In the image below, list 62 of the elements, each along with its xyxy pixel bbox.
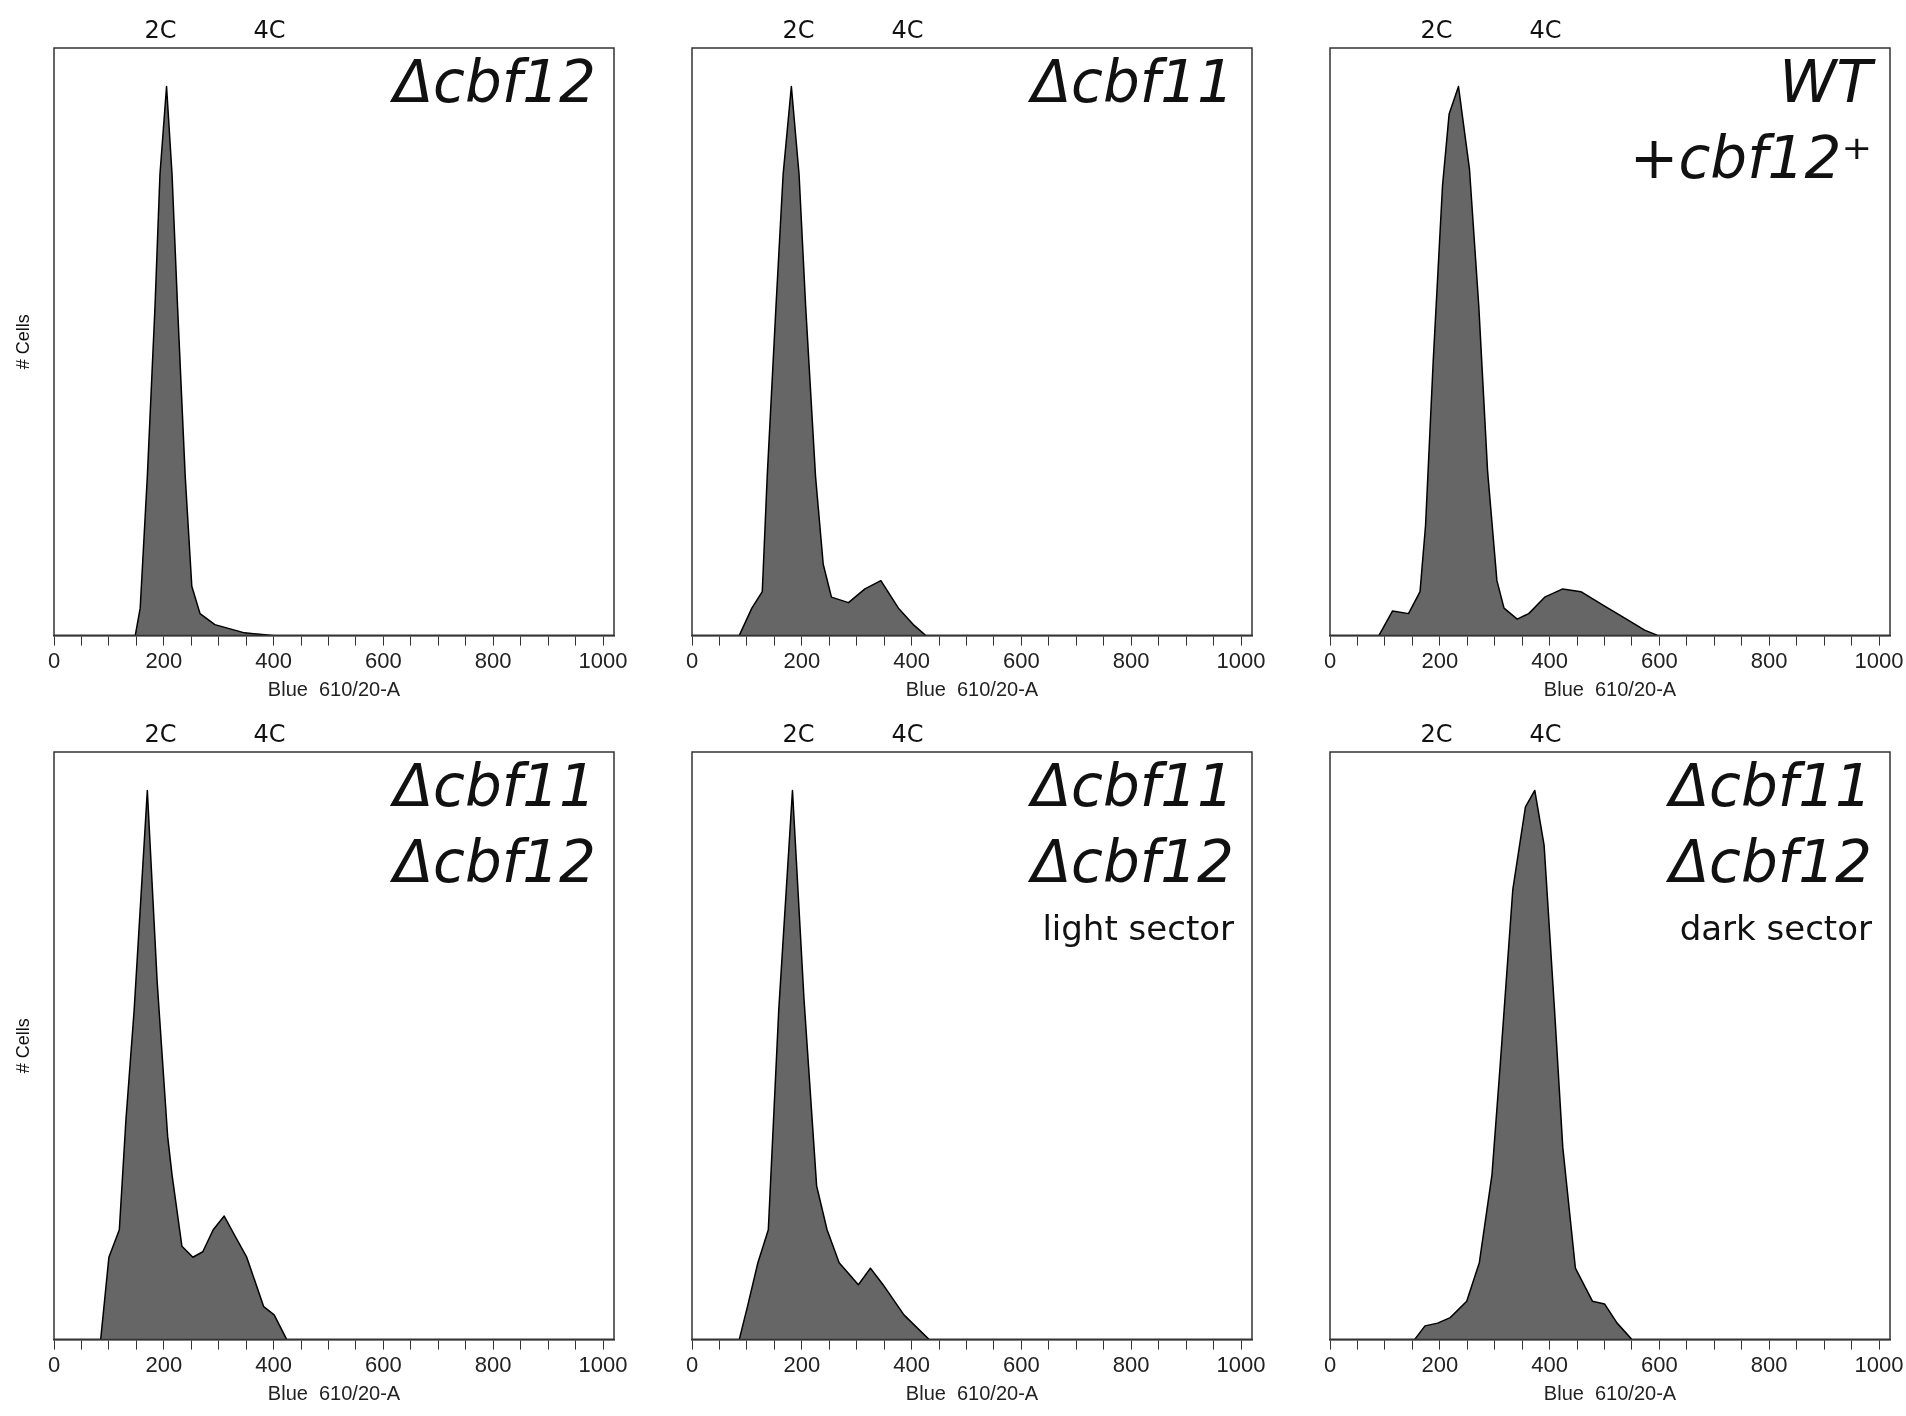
text: 4C <box>891 720 924 749</box>
x-tick-label: 600 <box>1003 647 1040 673</box>
x-tick-label: 1000 <box>1854 1351 1904 1377</box>
x-tick-label: 400 <box>255 1351 292 1377</box>
x-tick-label: 400 <box>1531 1351 1568 1377</box>
y-axis-title: # Cells <box>12 314 33 370</box>
x-axis-title: Blue 610/20-A <box>267 1381 401 1404</box>
text: 4C <box>253 720 286 749</box>
text: 4C <box>253 16 286 45</box>
x-tick-label: 400 <box>255 647 292 673</box>
x-tick-label: 200 <box>783 647 821 673</box>
x-tick-label: 800 <box>1750 1351 1788 1377</box>
x-tick-label: 200 <box>1421 1351 1459 1377</box>
x-tick-label: 400 <box>1531 647 1568 673</box>
x-tick-label: 800 <box>1112 1351 1150 1377</box>
y-axis-title: # Cells <box>12 1018 33 1074</box>
x-tick-label: 400 <box>893 1351 930 1377</box>
x-tick-label: 1000 <box>578 647 628 673</box>
x-tick-label: 600 <box>1641 647 1678 673</box>
chart-title: WT +cbf12⁺ <box>1629 48 1877 193</box>
x-axis-title: Blue 610/20-A <box>1543 677 1677 700</box>
x-tick-label: 800 <box>474 647 512 673</box>
x-tick-label: 200 <box>783 1351 821 1377</box>
text: Δcbf11 Δcbf12 dark sector <box>1665 752 1873 948</box>
chart-title: Δcbf12 <box>389 48 596 117</box>
x-axis-title: Blue 610/20-A <box>1543 1381 1677 1404</box>
text: 2C <box>782 720 815 749</box>
x-axis-title: Blue 610/20-A <box>267 677 401 700</box>
text: 4C <box>891 16 924 45</box>
x-tick-label: 600 <box>1003 1351 1040 1377</box>
x-tick-label: 200 <box>145 647 183 673</box>
x-tick-label: 800 <box>1112 647 1150 673</box>
text: 2C <box>1420 720 1453 749</box>
x-axis-title: Blue 610/20-A <box>905 1381 1039 1404</box>
x-tick-label: 0 <box>685 647 699 673</box>
text: 4C <box>1529 16 1562 45</box>
x-tick-label: 1000 <box>1216 647 1266 673</box>
x-tick-label: 400 <box>893 647 930 673</box>
x-tick-label: 0 <box>47 647 61 673</box>
x-tick-label: 1000 <box>578 1351 628 1377</box>
x-tick-label: 800 <box>1750 647 1788 673</box>
x-tick-label: 1000 <box>1854 647 1904 673</box>
x-tick-label: 200 <box>1421 647 1459 673</box>
x-axis-title: Blue 610/20-A <box>905 677 1039 700</box>
text: 2C <box>144 16 177 45</box>
x-tick-label: 1000 <box>1216 1351 1266 1377</box>
x-tick-label: 600 <box>365 1351 402 1377</box>
x-tick-label: 600 <box>365 647 402 673</box>
text: Δcbf11 Δcbf12 light sector <box>1027 752 1235 948</box>
x-tick-label: 0 <box>1323 647 1337 673</box>
x-tick-label: 0 <box>685 1351 699 1377</box>
x-tick-label: 0 <box>1323 1351 1337 1377</box>
text: 2C <box>144 720 177 749</box>
x-tick-label: 800 <box>474 1351 512 1377</box>
text: 4C <box>1529 720 1562 749</box>
x-tick-label: 0 <box>47 1351 61 1377</box>
x-tick-label: 600 <box>1641 1351 1678 1377</box>
chart-title: Δcbf11 Δcbf12 <box>389 752 596 897</box>
text: 2C <box>1420 16 1453 45</box>
chart-title: Δcbf11 <box>1027 48 1234 117</box>
text: 2C <box>782 16 815 45</box>
x-tick-label: 200 <box>145 1351 183 1377</box>
